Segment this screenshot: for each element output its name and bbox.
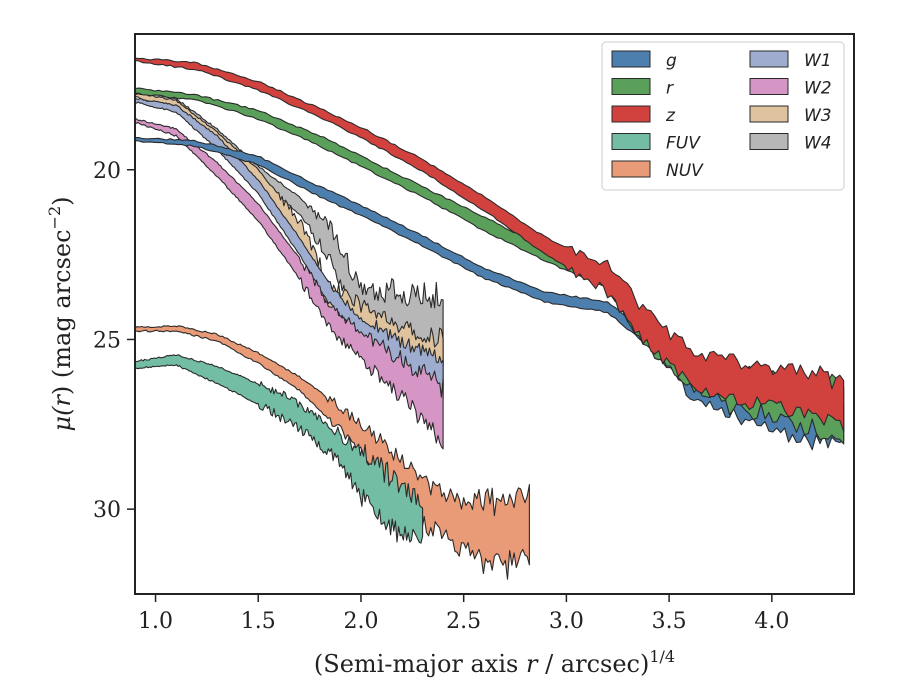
legend: grz FUV NUV W1 W2 W3 W4 (601, 41, 845, 191)
x-tick-label: 3.0 (549, 609, 584, 634)
series-band-fuv (135, 354, 424, 544)
legend-swatch-w1 (749, 50, 789, 68)
legend-label-w4: W4 (804, 134, 832, 154)
y-tick-label: 25 (93, 328, 121, 353)
y-axis-label: μ(r) (mag arcsec−2) (45, 196, 76, 431)
series-band-w2 (135, 118, 444, 450)
series-band-nuv (135, 325, 530, 580)
legend-label-w1: W1 (804, 51, 832, 71)
legend-label-z: z (665, 106, 676, 126)
legend-label-nuv: NUV (666, 161, 704, 181)
x-tick-label: 1.5 (241, 609, 276, 634)
legend-swatch-w2 (749, 78, 789, 95)
plot-frame (134, 33, 855, 595)
legend-label-r: r (666, 79, 674, 99)
legend-swatch-nuv (611, 160, 651, 178)
x-tick-label: 1.0 (138, 609, 173, 634)
x-tick-label: 4.0 (754, 609, 789, 634)
y-tick-label: 20 (93, 159, 121, 184)
x-tick-label: 2.0 (343, 609, 378, 634)
x-tick-label: 2.5 (446, 609, 481, 634)
legend-label-w2: W2 (804, 79, 832, 99)
legend-label-fuv: FUV (666, 134, 701, 154)
legend-label-w3: W3 (804, 106, 832, 126)
series-band-z (135, 57, 845, 432)
y-tick-label: 30 (93, 498, 121, 523)
legend-swatch-g (611, 50, 651, 68)
legend-swatch-w4 (749, 133, 789, 150)
x-axis-label: (Semi-major axis r / arcsec)1/4 (314, 647, 675, 678)
data-layer (135, 57, 845, 580)
legend-swatch-w3 (749, 105, 789, 123)
legend-swatch-fuv (611, 133, 651, 150)
legend-swatch-z (611, 105, 651, 123)
x-tick-label: 3.5 (652, 609, 687, 634)
legend-label-g: g (666, 51, 677, 71)
legend-swatch-r (611, 78, 651, 95)
